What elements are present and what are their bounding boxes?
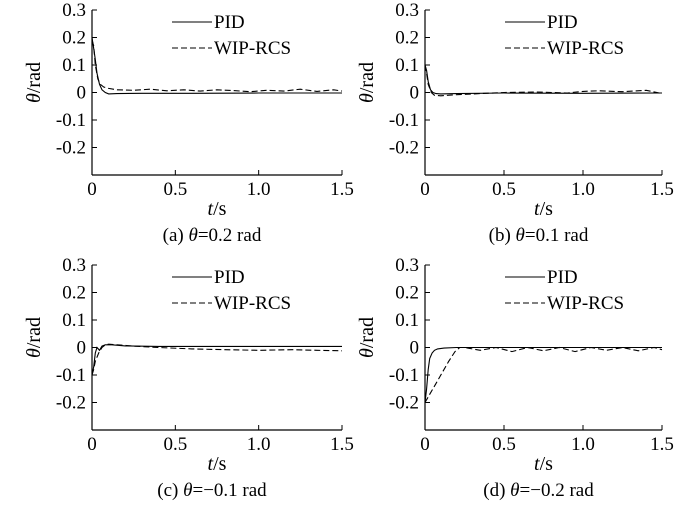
legend-label-pid: PID [547,267,578,288]
y-tick-label: 0.3 [395,255,419,276]
y-tick-label: 0.3 [62,255,86,276]
series-line-pid [91,344,342,376]
chart-panel-3: 0.30.20.10-0.1-0.20 0.5 1.0 1.5θ/radt/s(d) … [356,255,674,501]
y-tick-label: -0.2 [389,138,419,159]
y-tick-label: 0.3 [395,0,419,21]
series-line-wip-rcs [91,40,343,93]
y-tick-label: 0.2 [62,28,86,49]
y-tick-label: -0.1 [389,365,419,386]
panel-caption: (b) θ=0.1 rad [489,225,589,246]
x-tick-label: 1.0 [571,179,595,200]
x-tick-label: 1.0 [247,179,271,200]
panel-caption: (d) θ=−0.2 rad [483,480,594,501]
y-tick-label: 0 [410,83,420,104]
y-tick-label: 0.3 [62,0,86,21]
y-tick-label: 0.1 [395,310,419,331]
y-tick-label: 0.1 [62,310,86,331]
legend-label-pid: PID [547,12,578,33]
y-axis-title: θ/rad [23,62,45,103]
x-axis-title: t/s [208,453,227,475]
x-tick-label: 1.5 [650,434,674,455]
x-tick-label: 1.5 [650,179,674,200]
x-axis-title: t/s [534,198,553,220]
x-tick-label: 1.5 [330,179,354,200]
x-tick-label: 1.0 [247,434,271,455]
chart-panel-2: 0.30.20.10-0.1-0.20 0.5 1.0 1.5θ/radt/s(c) … [23,255,354,501]
y-tick-label: -0.1 [389,110,419,131]
x-tick-label: 0.5 [163,434,187,455]
legend-label-wip-rcs: WIP-RCS [547,38,624,59]
series-line-wip-rcs [424,64,663,97]
x-tick-label: 1.5 [330,434,354,455]
series-line-wip-rcs [91,343,343,376]
x-tick-label: 0 [420,434,430,455]
x-tick-label: 0.5 [492,434,516,455]
series-line-wip-rcs [424,346,663,403]
y-tick-label: 0.1 [62,55,86,76]
x-tick-label: 0 [87,179,97,200]
y-tick-label: -0.2 [56,393,86,414]
y-tick-label: 0 [77,83,87,104]
legend-label-pid: PID [214,267,245,288]
y-tick-label: 0 [77,338,87,359]
y-tick-label: 0.1 [395,55,419,76]
x-tick-label: 0 [420,179,430,200]
panel-caption: (a) θ=0.2 rad [163,225,262,246]
legend-label-wip-rcs: WIP-RCS [547,293,624,314]
x-tick-label: 0 [87,434,97,455]
x-tick-label: 1.0 [571,434,595,455]
chart-panel-0: 0.30.20.10-0.1-0.20 0.5 1.0 1.5θ/radt/s(a) … [23,0,354,246]
series-line-pid [424,346,662,403]
x-tick-label: 0.5 [163,179,187,200]
legend-label-wip-rcs: WIP-RCS [214,293,291,314]
y-tick-label: -0.1 [56,110,86,131]
y-tick-label: -0.1 [56,365,86,386]
chart-panel-1: 0.30.20.10-0.1-0.20 0.5 1.0 1.5θ/radt/s(b) … [356,0,674,246]
x-tick-label: 0.5 [492,179,516,200]
legend-label-wip-rcs: WIP-RCS [214,38,291,59]
y-axis-title: θ/rad [23,317,45,358]
series-line-pid [424,64,663,95]
y-axis-title: θ/rad [356,62,378,103]
y-tick-label: -0.2 [389,393,419,414]
x-axis-title: t/s [534,453,553,475]
legend-label-pid: PID [214,12,245,33]
x-axis-title: t/s [208,198,227,220]
panel-caption: (c) θ=−0.1 rad [157,480,267,501]
y-axis-title: θ/rad [356,317,378,358]
y-tick-label: -0.2 [56,138,86,159]
y-tick-label: 0 [410,338,420,359]
y-tick-label: 0.2 [62,283,86,304]
y-tick-label: 0.2 [395,283,419,304]
y-tick-label: 0.2 [395,28,419,49]
